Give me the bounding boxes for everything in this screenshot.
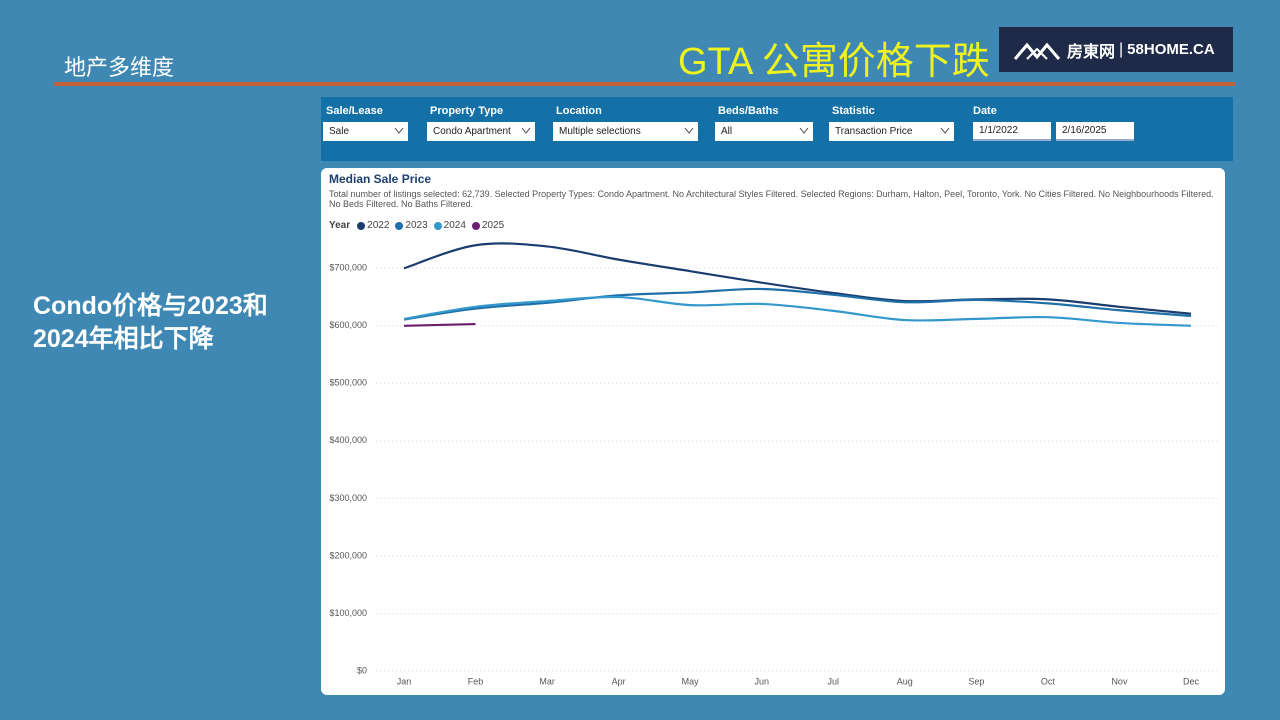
x-tick-label: Oct xyxy=(1041,676,1056,686)
line xyxy=(403,322,476,327)
x-tick-label: Feb xyxy=(468,676,484,686)
y-tick-label: $300,000 xyxy=(329,493,367,503)
legend-swatch xyxy=(433,221,442,230)
y-tick-label: $700,000 xyxy=(329,263,367,273)
date-input[interactable]: 2/16/2025 xyxy=(1056,122,1134,141)
filter-dropdown[interactable]: Multiple selections xyxy=(553,122,698,141)
filter-dropdown[interactable]: Sale xyxy=(323,122,408,141)
filter-value: Condo Apartment xyxy=(433,126,511,137)
chevron xyxy=(940,127,950,134)
filter-dropdown[interactable]: Condo Apartment xyxy=(427,122,535,141)
chart-title: Median Sale Price xyxy=(329,172,432,186)
filter[interactable]: Statistic Transaction Price xyxy=(829,105,954,141)
filter-dropdown[interactable]: All xyxy=(715,122,813,141)
x-tick-label: Jul xyxy=(828,676,840,686)
x-tick-label: Mar xyxy=(539,676,555,686)
y-tick-label: $600,000 xyxy=(329,320,367,330)
note-line: Condo价格与2023和 xyxy=(33,292,268,320)
x-tick-label: Apr xyxy=(612,676,626,686)
chevron xyxy=(394,127,404,134)
filter[interactable]: Property Type Condo Apartment xyxy=(427,105,535,141)
x-tick-label: Dec xyxy=(1183,676,1200,686)
filter[interactable]: Location Multiple selections xyxy=(553,105,698,141)
filter-label: Statistic xyxy=(832,105,875,117)
filter-bar: Sale/Lease Sale Property Type Condo Apartme… xyxy=(321,97,1233,161)
x-tick-label: May xyxy=(682,676,700,686)
filter-value: Multiple selections xyxy=(559,126,641,137)
legend-swatch xyxy=(357,221,366,230)
date-filter: Date 1/1/2022 2/16/2025 xyxy=(973,105,1138,141)
chart-panel: Median Sale Price Total number of listin… xyxy=(321,168,1225,695)
date-value: 1/1/2022 xyxy=(979,125,1018,136)
date-input[interactable]: 1/1/2022 xyxy=(973,122,1051,141)
line xyxy=(403,295,1192,327)
divider xyxy=(54,82,1235,86)
legend-item: 2025 xyxy=(471,220,505,231)
date-value: 2/16/2025 xyxy=(1062,125,1107,136)
x-tick-label: Jun xyxy=(754,676,769,686)
legend-swatch xyxy=(471,221,480,230)
x-tick-label: Jan xyxy=(397,676,412,686)
filter-label: Beds/Baths xyxy=(718,105,779,117)
filter[interactable]: Sale/Lease Sale xyxy=(323,105,408,141)
filter-value: All xyxy=(721,126,733,137)
legend-label: 2022 xyxy=(367,220,390,231)
note: Condo价格与2023和 2024年相比下降 xyxy=(33,290,268,356)
logo: 房東网 | 58HOME.CA xyxy=(999,27,1233,72)
logo-site: 58HOME.CA xyxy=(1127,41,1215,58)
y-tick-label: $0 xyxy=(357,665,367,675)
legend-item: 2023 xyxy=(395,220,428,231)
slide-title: GTA 公寓价格下跌 xyxy=(678,41,990,83)
filter-value: Transaction Price xyxy=(835,126,913,137)
chart-subtitle: Total number of listings selected: 62,73… xyxy=(329,189,1214,209)
line xyxy=(403,242,1192,315)
logo-sep: | xyxy=(1119,40,1124,58)
filter-value: Sale xyxy=(329,126,350,137)
legend-label: 2024 xyxy=(443,220,466,231)
filter-label: Property Type xyxy=(430,105,504,117)
chevron xyxy=(684,127,694,134)
section-label: 地产多维度 xyxy=(64,56,175,81)
note-line: 2024年相比下降 xyxy=(33,325,214,353)
chart: $0 $100,000 $200,000 $300,000 $400,000 $500,0… xyxy=(329,242,1219,686)
line xyxy=(403,287,1192,321)
legend-label: 2025 xyxy=(481,220,505,231)
chevron xyxy=(521,127,531,134)
legend-title: Year xyxy=(329,220,351,231)
y-tick-label: $400,000 xyxy=(329,435,367,445)
y-tick-label: $200,000 xyxy=(329,550,367,560)
legend-item: 2022 xyxy=(357,220,389,231)
filter-label: Location xyxy=(556,105,602,117)
y-tick-label: $100,000 xyxy=(329,608,367,618)
logo-brand: 房東网 xyxy=(1067,41,1116,61)
date-row: 1/1/2022 2/16/2025 xyxy=(973,117,1138,141)
logo-icon xyxy=(1013,42,1061,60)
filter-label: Sale/Lease xyxy=(326,105,383,117)
y-tick-label: $500,000 xyxy=(329,378,367,388)
legend: Year 2022 2023 2024 2025 xyxy=(329,220,507,231)
filter-dropdown[interactable]: Transaction Price xyxy=(829,122,954,141)
x-tick-label: Sep xyxy=(968,676,984,686)
legend-swatch xyxy=(395,221,404,230)
filter[interactable]: Beds/Baths All xyxy=(715,105,813,141)
filter-label: Date xyxy=(973,105,997,117)
chevron xyxy=(799,127,809,134)
legend-item: 2024 xyxy=(433,220,466,231)
x-tick-label: Nov xyxy=(1111,676,1128,686)
x-tick-label: Aug xyxy=(897,676,913,686)
legend-label: 2023 xyxy=(405,220,428,231)
